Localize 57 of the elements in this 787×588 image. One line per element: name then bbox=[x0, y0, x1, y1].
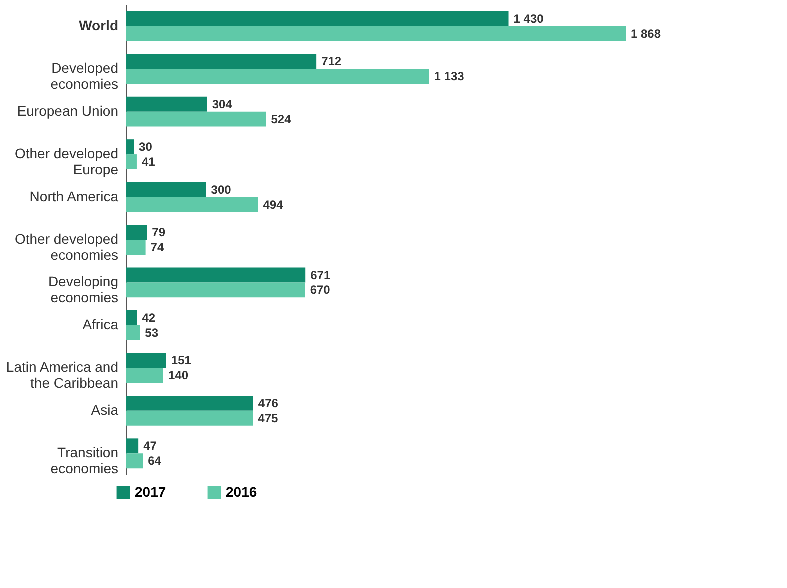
y-tick-label: World bbox=[79, 17, 118, 34]
data-label: 304 bbox=[212, 97, 233, 112]
data-label: 670 bbox=[310, 283, 331, 298]
bar bbox=[126, 225, 148, 240]
data-label: 47 bbox=[144, 439, 158, 454]
y-tick-label: Developing economies bbox=[48, 274, 118, 306]
y-tick-label: Developed economies bbox=[50, 60, 118, 92]
data-label: 712 bbox=[322, 54, 342, 69]
bar bbox=[126, 197, 258, 212]
bar bbox=[126, 154, 137, 170]
bar bbox=[126, 410, 254, 426]
bar bbox=[126, 54, 317, 70]
bar bbox=[126, 112, 266, 127]
data-label: 671 bbox=[310, 268, 331, 282]
data-label: 1 868 bbox=[631, 26, 662, 41]
data-label: 64 bbox=[148, 454, 162, 468]
legend-label: 2016 bbox=[226, 484, 258, 500]
data-label: 79 bbox=[152, 226, 166, 240]
data-label: 151 bbox=[171, 354, 192, 368]
legend-label: 2017 bbox=[135, 484, 166, 500]
bar bbox=[126, 11, 509, 26]
bar bbox=[126, 310, 138, 326]
data-label: 74 bbox=[150, 240, 164, 254]
data-label: 524 bbox=[271, 112, 292, 126]
data-label: 300 bbox=[211, 182, 232, 197]
bar bbox=[126, 325, 140, 340]
bar bbox=[126, 282, 306, 298]
bar bbox=[126, 454, 144, 469]
bar bbox=[126, 396, 254, 411]
y-tick-label: Africa bbox=[82, 316, 119, 332]
y-tick-label: Transition economies bbox=[50, 444, 118, 477]
data-label: 1 430 bbox=[514, 12, 544, 26]
data-label: 476 bbox=[258, 396, 279, 410]
bar bbox=[126, 240, 146, 255]
y-tick-label: North America bbox=[30, 188, 119, 204]
data-label: 475 bbox=[258, 411, 278, 426]
bar bbox=[126, 268, 306, 283]
bar bbox=[126, 438, 139, 454]
bar bbox=[126, 368, 164, 384]
y-tick-label: European Union bbox=[17, 102, 118, 119]
data-label: 53 bbox=[145, 326, 159, 340]
y-tick-label: Asia bbox=[91, 402, 119, 418]
data-label: 41 bbox=[142, 155, 156, 170]
data-label: 140 bbox=[168, 368, 189, 383]
y-tick-label: Other developed Europe bbox=[14, 146, 119, 178]
bar bbox=[126, 69, 430, 84]
y-tick-label: Latin America and the Caribbean bbox=[6, 359, 118, 392]
bar bbox=[126, 140, 134, 155]
bar bbox=[126, 353, 166, 368]
bar bbox=[126, 96, 208, 112]
data-label: 42 bbox=[142, 310, 156, 325]
bar bbox=[126, 182, 206, 198]
data-label: 1 133 bbox=[434, 70, 465, 84]
y-tick-label: Other developed economies bbox=[14, 231, 118, 263]
bar bbox=[126, 26, 626, 42]
data-label: 494 bbox=[263, 198, 284, 212]
data-label: 30 bbox=[139, 140, 153, 154]
